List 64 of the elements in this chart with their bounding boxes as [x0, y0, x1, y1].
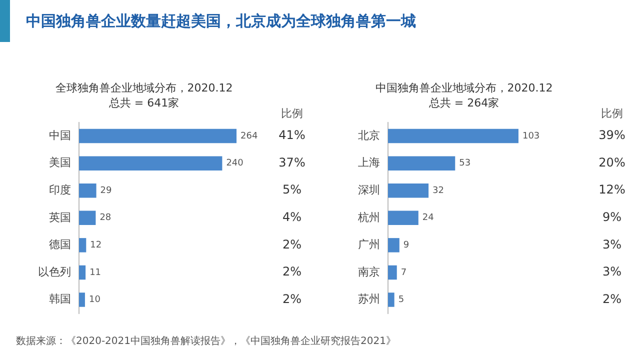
text: 比例 [601, 106, 623, 120]
bar [79, 128, 237, 144]
y-tick-label: 英国 [49, 210, 71, 224]
text: 41% [278, 128, 306, 142]
chart-title: 全球独角兽企业地域分布，2020.12 [55, 81, 233, 94]
y-tick-label: 上海 [358, 156, 380, 170]
bar [388, 183, 429, 198]
text: 2% [282, 237, 302, 252]
text: 3% [602, 264, 622, 279]
y-tick-label: 南京 [358, 265, 380, 278]
y-tick-label: 印度 [49, 183, 71, 196]
bar [388, 210, 418, 226]
text: 2% [282, 264, 302, 279]
chart-title: 中国独角兽企业地域分布，2020.12 [375, 81, 553, 94]
bar [388, 128, 518, 144]
text: 4% [282, 210, 302, 224]
data-label: 29 [100, 186, 112, 196]
data-label: 10 [88, 295, 101, 306]
y-tick-label: 韩国 [49, 292, 71, 306]
bar [388, 292, 394, 307]
y-tick-label: 深圳 [358, 183, 380, 196]
bar [388, 238, 400, 252]
data-label: 53 [459, 158, 471, 169]
data-label: 24 [422, 213, 434, 224]
data-label: 32 [432, 186, 444, 196]
y-tick-label: 以色列 [38, 265, 71, 278]
text: 39% [598, 128, 626, 142]
chart-subtitle: 总共 = 641家 [108, 96, 180, 110]
y-tick-label: 苏州 [358, 292, 380, 306]
data-label: 11 [90, 268, 102, 278]
data-label: 240 [226, 158, 244, 169]
text: 3% [602, 237, 622, 252]
bar [79, 292, 85, 307]
data-label: 103 [522, 131, 540, 142]
text: 20% [598, 155, 626, 170]
y-tick-label: 德国 [49, 238, 71, 252]
bar [79, 238, 86, 252]
bar [79, 265, 86, 280]
data-label: 9 [403, 240, 410, 251]
y-tick-label: 杭州 [357, 210, 380, 224]
text: 5% [282, 182, 302, 197]
bar [79, 210, 96, 226]
y-tick-label: 美国 [49, 156, 71, 170]
y-tick-label: 中国 [49, 128, 71, 142]
data-label: 28 [100, 213, 112, 224]
text: 中国独角兽企业数量赶超美国，北京成为全球独角兽第一城 [26, 12, 416, 31]
data-label: 12 [90, 240, 102, 251]
bar [388, 156, 456, 170]
bar [79, 183, 96, 198]
chart-subtitle: 总共 = 264家 [428, 96, 500, 110]
text: 2% [282, 292, 302, 306]
data-label: 7 [400, 268, 407, 278]
text: 9% [602, 210, 622, 224]
text: 2% [602, 292, 622, 306]
y-tick-label: 北京 [358, 128, 380, 142]
source-note: 数据来源：《2020-2021中国独角兽解读报告》，《中国独角兽企业研究报告2021》 [16, 334, 396, 348]
bar [388, 265, 397, 280]
text: 12% [598, 182, 626, 197]
data-label: 5 [398, 295, 404, 306]
text: 比例 [281, 106, 303, 120]
y-tick-label: 广州 [358, 238, 380, 252]
text: 37% [278, 155, 306, 170]
data-label: 264 [240, 131, 258, 142]
bar [79, 156, 222, 170]
